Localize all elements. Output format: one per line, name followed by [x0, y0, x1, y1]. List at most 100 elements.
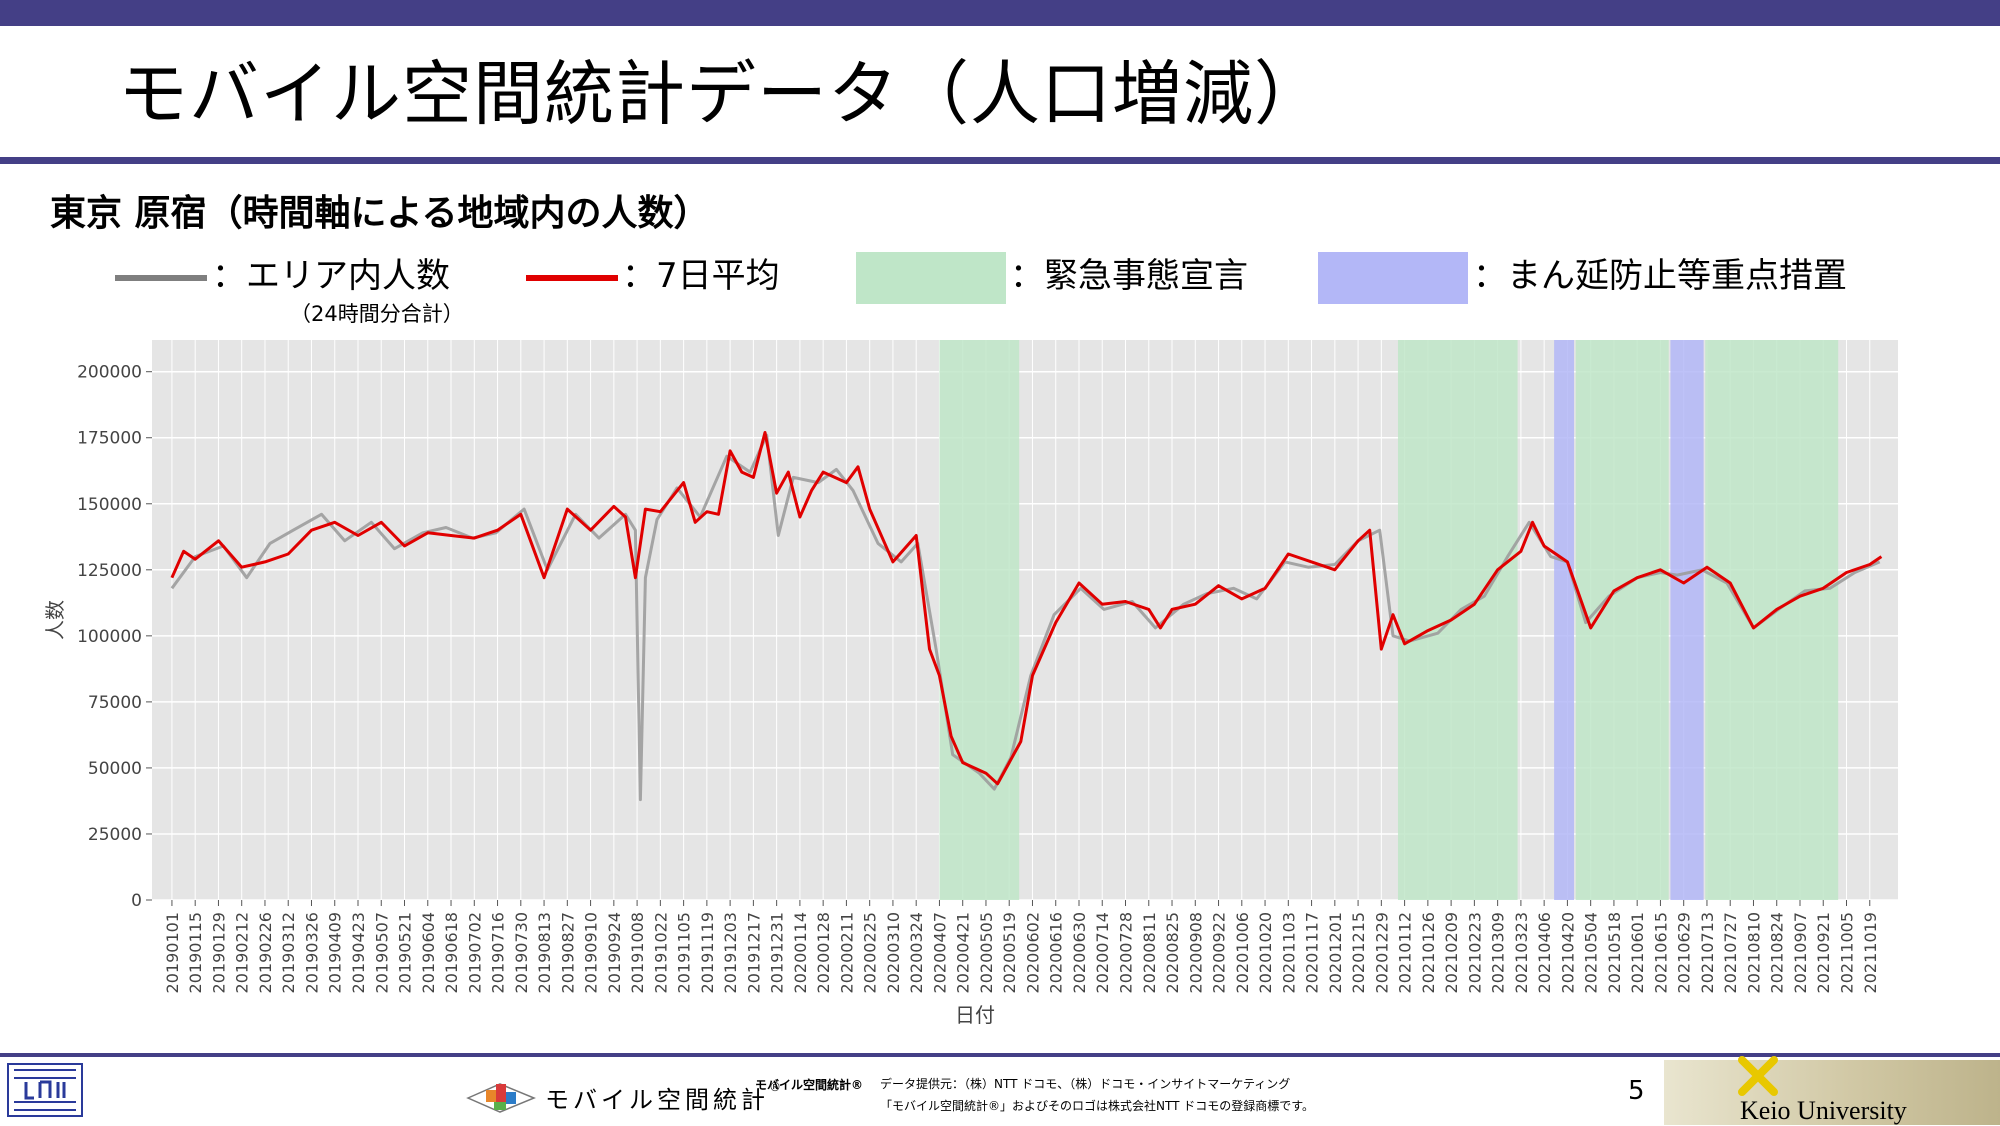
- y-tick-label: 50000: [88, 759, 142, 779]
- seven-day-average-line: [170, 431, 1883, 786]
- x-tick-label: 20190618: [442, 912, 461, 993]
- lab-logo-icon: [7, 1063, 83, 1117]
- x-tick-label: 20201020: [1256, 912, 1275, 993]
- x-tick-label: 20191008: [628, 912, 647, 993]
- x-tick-label: 20210126: [1419, 912, 1438, 993]
- emergency-period: [939, 340, 1020, 900]
- y-tick-label: 175000: [77, 429, 142, 449]
- x-tick-label: 20210112: [1396, 912, 1415, 993]
- x-tick-label: 20191231: [768, 912, 787, 993]
- x-tick-label: 20200630: [1070, 912, 1089, 993]
- x-tick-label: 20191203: [721, 912, 740, 993]
- brand-name: モバイル空間統計: [545, 1086, 769, 1114]
- x-tick-label: 20210810: [1744, 912, 1763, 993]
- x-tick-label: 20190326: [302, 912, 321, 993]
- x-tick-label: 20210209: [1442, 912, 1461, 993]
- x-tick-label: 20200714: [1093, 912, 1112, 993]
- x-tick-label: 20201117: [1303, 912, 1322, 993]
- x-tick-label: 20191022: [651, 912, 670, 993]
- y-axis-label: 人数: [43, 600, 67, 640]
- x-tick-label: 20190924: [605, 912, 624, 993]
- x-tick-label: 20190129: [209, 912, 228, 993]
- x-tick-label: 20210601: [1628, 912, 1647, 993]
- x-tick-label: 20210323: [1512, 912, 1531, 993]
- x-tick-label: 20210907: [1791, 912, 1810, 993]
- x-tick-label: 20210223: [1465, 912, 1484, 993]
- x-tick-label: 20200728: [1117, 912, 1136, 993]
- x-tick-label: 20190226: [256, 912, 275, 993]
- brand-mark: ®: [769, 1080, 781, 1094]
- y-tick-label: 25000: [88, 825, 142, 845]
- x-tick-label: 20201215: [1349, 912, 1368, 993]
- x-tick-label: 20191105: [675, 912, 694, 993]
- y-tick-label: 0: [131, 891, 142, 911]
- priority-period: [1554, 340, 1575, 900]
- x-tick-label: 20190507: [372, 912, 391, 993]
- x-tick-label: 20201229: [1372, 912, 1391, 993]
- x-tick-label: 20191217: [744, 912, 763, 993]
- x-tick-label: 20201103: [1279, 912, 1298, 993]
- x-tick-label: 20210518: [1605, 912, 1624, 993]
- x-tick-label: 20201006: [1233, 912, 1252, 993]
- x-tick-label: 20190702: [465, 912, 484, 993]
- emergency-period: [1397, 340, 1518, 900]
- y-tick-label: 125000: [77, 561, 142, 581]
- x-tick-label: 20190521: [396, 912, 415, 993]
- x-tick-label: 20210420: [1558, 912, 1577, 993]
- x-tick-label: 20200616: [1047, 912, 1066, 993]
- x-tick-label: 20190604: [419, 912, 438, 993]
- legend-avg-swatch: [526, 275, 618, 281]
- x-tick-label: 20191119: [698, 912, 717, 993]
- y-tick-label: 75000: [88, 693, 142, 713]
- page-number: 5: [1628, 1076, 1645, 1106]
- x-tick-label: 20190730: [512, 912, 531, 993]
- x-tick-label: 20200211: [837, 912, 856, 993]
- x-tick-label: 20190101: [163, 912, 182, 993]
- x-tick-label: 20200519: [1000, 912, 1019, 993]
- x-tick-label: 20190716: [489, 912, 508, 993]
- x-tick-label: 20200407: [930, 912, 949, 993]
- university-name: Keio University: [1740, 1096, 1907, 1125]
- x-tick-label: 20200825: [1163, 912, 1182, 993]
- x-tick-label: 20200128: [814, 912, 833, 993]
- x-tick-label: 20200505: [977, 912, 996, 993]
- x-tick-label: 20190910: [582, 912, 601, 993]
- x-tick-label: 20210309: [1489, 912, 1508, 993]
- footer-rule: [0, 1053, 2000, 1057]
- x-axis-label: 日付: [955, 1003, 995, 1027]
- page-title: モバイル空間統計データ（人口増減）: [118, 53, 1325, 135]
- brand-text: モバイル空間統計®: [545, 1080, 781, 1115]
- x-tick-label: 20190813: [535, 912, 554, 993]
- x-tick-label: 20210921: [1814, 912, 1833, 993]
- chart-subtitle: 東京 原宿（時間軸による地域内の人数）: [50, 193, 710, 234]
- x-tick-label: 20200811: [1140, 912, 1159, 993]
- priority-period: [1670, 340, 1704, 900]
- x-tick-label: 20200908: [1186, 912, 1205, 993]
- x-tick-label: 20210615: [1651, 912, 1670, 993]
- x-tick-label: 20200225: [861, 912, 880, 993]
- data-provider-text: データ提供元：（株）NTT ドコモ、（株）ドコモ・インサイトマーケティング: [880, 1077, 1291, 1091]
- population-chart: 0 25000 50000 75000 100000 125000 150000 175000…: [43, 340, 1898, 1027]
- x-tick-label: 20200922: [1210, 912, 1229, 993]
- trademark-text: 「モバイル空間統計®」およびそのロゴは株式会社NTT ドコモの登録商標です。: [880, 1099, 1315, 1113]
- legend-emergency-label: ：緊急事態宣言: [1010, 256, 1248, 296]
- x-tick-label: 20200602: [1023, 912, 1042, 993]
- x-tick-label: 20211019: [1861, 912, 1880, 993]
- x-tick-label: 20190423: [349, 912, 368, 993]
- x-tick-label: 20211005: [1838, 912, 1857, 993]
- x-tick-label: 20210406: [1535, 912, 1554, 993]
- brand-small-text: モバイル空間統計®: [755, 1078, 864, 1092]
- mobile-spatial-logo-icon: [466, 1083, 536, 1113]
- legend-priority-label: ：まん延防止等重点措置: [1473, 256, 1847, 296]
- x-tick-label: 20190312: [279, 912, 298, 993]
- y-tick-label: 100000: [77, 627, 142, 647]
- x-tick-label: 20200310: [884, 912, 903, 993]
- y-tick-label: 150000: [77, 495, 142, 515]
- crossed-pens-icon: [1738, 1056, 1778, 1096]
- y-tick-label: 200000: [77, 363, 142, 383]
- legend-area-label: ：エリア内人数: [212, 256, 450, 296]
- x-tick-label: 20190212: [233, 912, 252, 993]
- x-tick-label: 20190827: [558, 912, 577, 993]
- x-tick-label: 20200324: [907, 912, 926, 993]
- emergency-period: [1575, 340, 1669, 900]
